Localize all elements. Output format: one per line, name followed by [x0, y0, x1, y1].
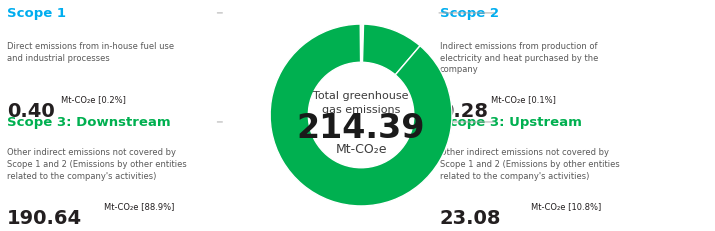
Text: Direct emissions from in-house fuel use
and industrial processes: Direct emissions from in-house fuel use …: [7, 42, 174, 62]
Text: Mt-CO₂e [88.9%]: Mt-CO₂e [88.9%]: [104, 201, 174, 210]
Text: Mt-CO₂e [10.8%]: Mt-CO₂e [10.8%]: [531, 201, 601, 210]
Wedge shape: [360, 25, 362, 63]
Text: Scope 2: Scope 2: [440, 7, 499, 20]
Wedge shape: [363, 25, 420, 76]
Text: Scope 3: Downstream: Scope 3: Downstream: [7, 116, 171, 128]
Wedge shape: [270, 25, 452, 206]
Text: Mt-CO₂e [0.1%]: Mt-CO₂e [0.1%]: [491, 95, 556, 104]
Text: Other indirect emissions not covered by
Scope 1 and 2 (Emissions by other entiti: Other indirect emissions not covered by …: [7, 148, 187, 180]
Text: 0.40: 0.40: [7, 102, 55, 121]
Text: 190.64: 190.64: [7, 208, 82, 227]
Text: Scope 3: Upstream: Scope 3: Upstream: [440, 116, 581, 128]
Text: Indirect emissions from production of
electricity and heat purchased by the
comp: Indirect emissions from production of el…: [440, 42, 598, 74]
Text: Mt-CO₂e: Mt-CO₂e: [335, 143, 387, 155]
Text: Scope 1: Scope 1: [7, 7, 66, 20]
Text: Mt-CO₂e [0.2%]: Mt-CO₂e [0.2%]: [61, 95, 126, 104]
Text: 214.39: 214.39: [297, 112, 425, 145]
Text: 0.28: 0.28: [440, 102, 488, 121]
Text: Other indirect emissions not covered by
Scope 1 and 2 (Emissions by other entiti: Other indirect emissions not covered by …: [440, 148, 619, 180]
Text: gas emissions: gas emissions: [322, 104, 400, 114]
Text: Total greenhouse: Total greenhouse: [313, 91, 409, 100]
Wedge shape: [362, 25, 363, 63]
Text: 23.08: 23.08: [440, 208, 501, 227]
